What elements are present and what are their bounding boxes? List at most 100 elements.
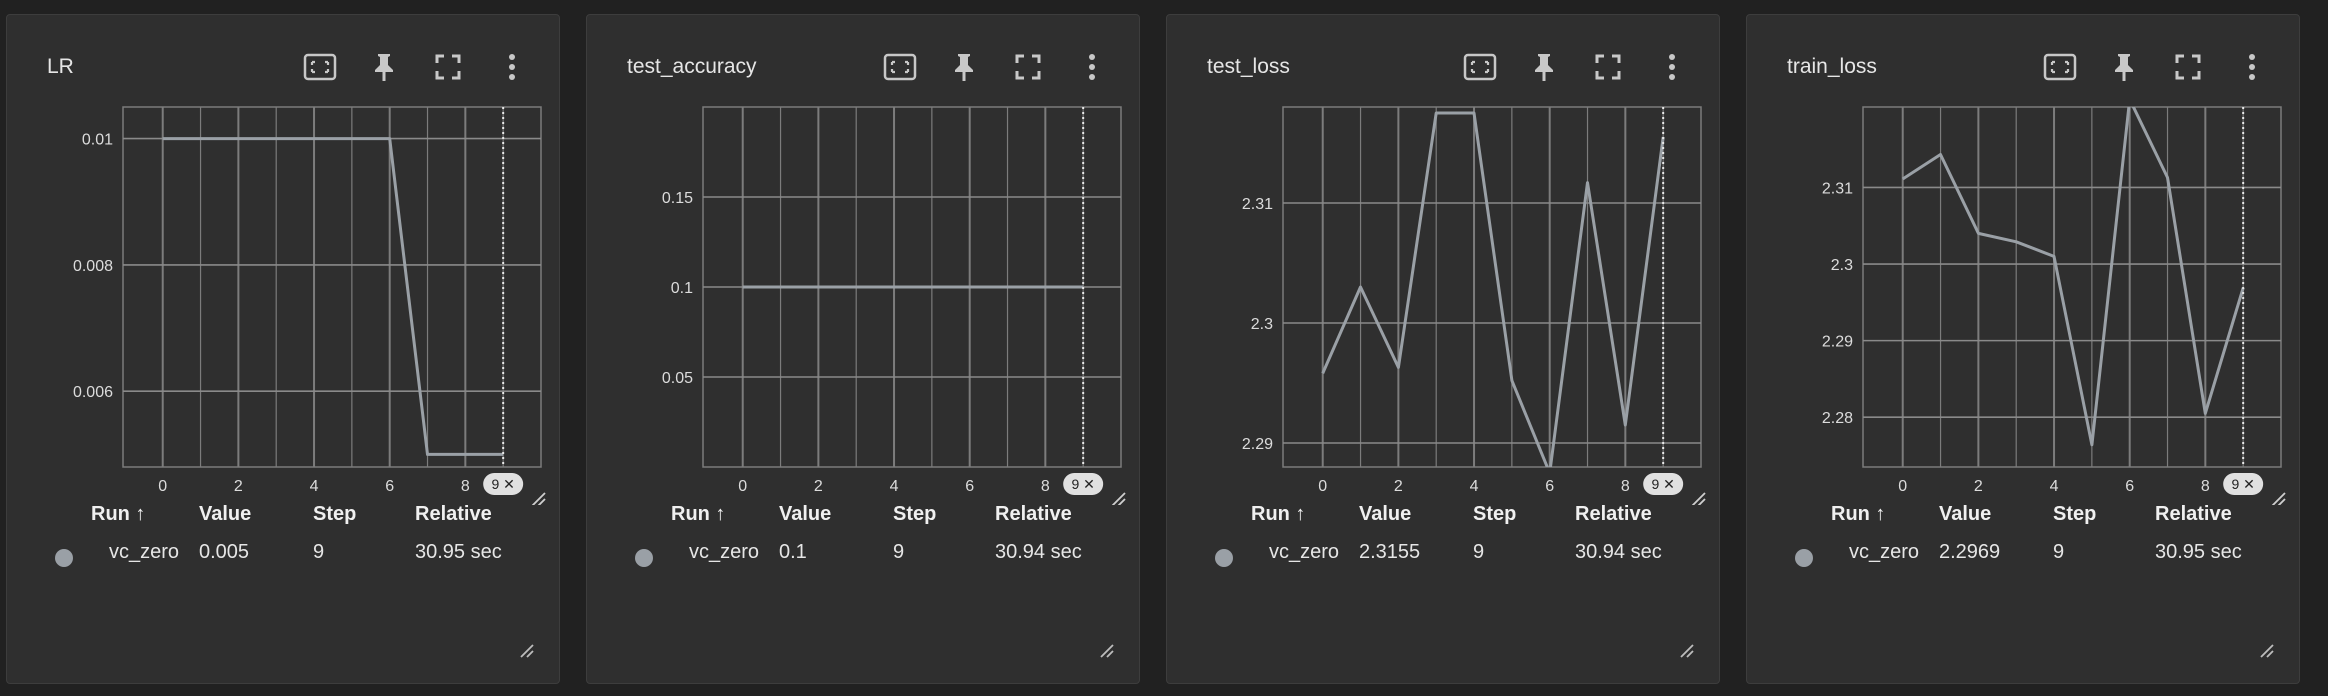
fullscreen-icon: [1015, 54, 1041, 80]
run-relative-time: 30.94 sec: [995, 541, 1082, 563]
pin-button[interactable]: [941, 44, 987, 90]
step-badge-label: 9 ✕: [2231, 476, 2254, 492]
resize-handle-icon[interactable]: [1099, 643, 1115, 659]
run-legend-table: Run ↑ Value Step Relative vc_zero 2.3155…: [1207, 503, 1687, 579]
line-chart[interactable]: 0.05 0.1 0.15 0 2 4 6 8 9 ✕: [587, 85, 1141, 505]
step-badge-label: 9 ✕: [1071, 476, 1094, 492]
pin-button[interactable]: [1521, 44, 1567, 90]
line-chart[interactable]: 0.006 0.008 0.01 0 2 4 6 8 9 ✕: [7, 85, 561, 505]
run-color-dot[interactable]: [55, 549, 73, 567]
run-column-header[interactable]: Run ↑: [671, 503, 726, 525]
run-step: 9: [1473, 541, 1485, 563]
x-tick-label: 2: [1394, 478, 1403, 495]
step-badge[interactable]: 9 ✕: [1643, 473, 1684, 495]
fullscreen-icon: [2175, 54, 2201, 80]
x-tick-label: 8: [2201, 478, 2210, 495]
card-title: train_loss: [1787, 55, 1877, 78]
value-column-header: Value: [199, 503, 252, 525]
more-vert-icon: [1089, 54, 1095, 80]
card-toolbar: [2019, 37, 2275, 97]
fit-domain-button[interactable]: [877, 44, 923, 90]
fit-domain-button[interactable]: [1457, 44, 1503, 90]
chart-resize-icon[interactable]: [2271, 492, 2286, 505]
series-line-vc-zero[interactable]: [1321, 111, 1665, 473]
fit-domain-icon: [2043, 53, 2077, 81]
run-name: vc_zero: [689, 541, 760, 563]
pin-icon: [1535, 54, 1553, 81]
y-tick-label: 0.01: [82, 132, 113, 149]
run-color-dot[interactable]: [635, 549, 653, 567]
y-tick-label: 0.008: [73, 258, 113, 275]
legend-row: vc_zero 0.1 9 30.94 sec: [627, 541, 1107, 579]
legend-header-row: Run ↑ Value Step Relative: [47, 503, 527, 541]
run-column-header[interactable]: Run ↑: [1831, 503, 1886, 525]
x-tick-label: 8: [1041, 478, 1050, 495]
step-badge[interactable]: 9 ✕: [483, 473, 524, 495]
run-legend-table: Run ↑ Value Step Relative vc_zero 0.1 9 …: [627, 503, 1107, 579]
step-badge-label: 9 ✕: [491, 476, 514, 492]
y-tick-label: 2.3: [1251, 316, 1273, 333]
card-title: LR: [47, 55, 74, 78]
run-color-dot[interactable]: [1795, 549, 1813, 567]
resize-handle-icon[interactable]: [519, 643, 535, 659]
value-column-header: Value: [1359, 503, 1412, 525]
x-tick-label: 8: [1621, 478, 1630, 495]
fit-domain-button[interactable]: [297, 44, 343, 90]
line-chart[interactable]: 2.29 2.3 2.31 0 2 4 6 8 9 ✕: [1167, 85, 1721, 505]
more-options-button[interactable]: [2229, 44, 2275, 90]
chart-resize-icon[interactable]: [1111, 492, 1126, 505]
resize-handle-icon[interactable]: [1679, 643, 1695, 659]
run-color-dot[interactable]: [1215, 549, 1233, 567]
step-badge[interactable]: 9 ✕: [1063, 473, 1104, 495]
run-column-header[interactable]: Run ↑: [1251, 503, 1306, 525]
chart-resize-icon[interactable]: [531, 492, 546, 505]
run-name: vc_zero: [1849, 541, 1920, 563]
step-badge[interactable]: 9 ✕: [2223, 473, 2264, 495]
more-vert-icon: [2249, 54, 2255, 80]
plot-frame: [122, 106, 542, 468]
resize-handle-icon[interactable]: [2259, 643, 2275, 659]
run-relative-time: 30.95 sec: [2155, 541, 2242, 563]
fullscreen-button[interactable]: [1585, 44, 1631, 90]
x-tick-label: 4: [310, 478, 319, 495]
y-tick-label: 2.3: [1831, 257, 1853, 274]
x-tick-label: 4: [890, 478, 899, 495]
plot-frame: [1282, 106, 1702, 468]
step-column-header: Step: [2053, 503, 2097, 525]
legend-row: vc_zero 2.3155 9 30.94 sec: [1207, 541, 1687, 579]
y-tick-label: 2.29: [1822, 334, 1853, 351]
y-tick-label: 2.31: [1242, 196, 1273, 213]
pin-icon: [2115, 54, 2133, 81]
pin-button[interactable]: [361, 44, 407, 90]
y-tick-label: 0.15: [662, 190, 693, 207]
more-options-button[interactable]: [1069, 44, 1115, 90]
line-chart[interactable]: 2.28 2.29 2.3 2.31 0 2 4 6 8 9 ✕: [1747, 85, 2301, 505]
relative-column-header: Relative: [2155, 503, 2232, 525]
chart-svg: 2.29 2.3 2.31 0 2 4 6 8 9 ✕: [1242, 106, 1706, 505]
more-options-button[interactable]: [1649, 44, 1695, 90]
fullscreen-button[interactable]: [425, 44, 471, 90]
pin-icon: [955, 54, 973, 81]
relative-column-header: Relative: [1575, 503, 1652, 525]
legend-row: vc_zero 2.2969 9 30.95 sec: [1787, 541, 2267, 579]
step-column-header: Step: [1473, 503, 1517, 525]
run-value: 0.005: [199, 541, 250, 563]
more-options-button[interactable]: [489, 44, 535, 90]
series-line-vc-zero[interactable]: [1901, 99, 2245, 447]
x-tick-label: 2: [1974, 478, 1983, 495]
fullscreen-icon: [1595, 54, 1621, 80]
fullscreen-button[interactable]: [2165, 44, 2211, 90]
chart-resize-icon[interactable]: [1691, 492, 1706, 505]
legend-header-row: Run ↑ Value Step Relative: [1207, 503, 1687, 541]
chart-svg: 0.006 0.008 0.01 0 2 4 6 8 9 ✕: [73, 106, 546, 505]
run-column-header[interactable]: Run ↑: [91, 503, 146, 525]
fit-domain-button[interactable]: [2037, 44, 2083, 90]
chart-card-train-loss: train_loss: [1746, 14, 2300, 684]
chart-card-lr: LR: [6, 14, 560, 684]
pin-button[interactable]: [2101, 44, 2147, 90]
y-tick-label: 0.1: [671, 280, 693, 297]
fullscreen-button[interactable]: [1005, 44, 1051, 90]
x-tick-label: 6: [385, 478, 394, 495]
series-line-vc-zero[interactable]: [162, 137, 504, 456]
x-tick-label: 8: [461, 478, 470, 495]
